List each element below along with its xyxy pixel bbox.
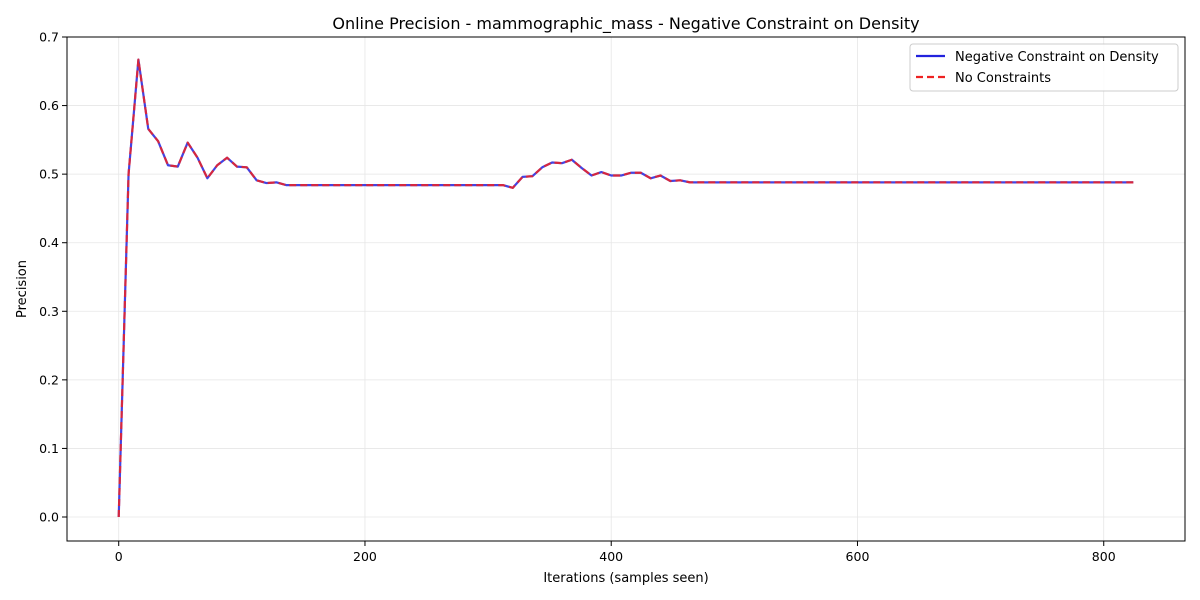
- y-axis-label: Precision: [15, 260, 30, 318]
- y-tick-label: 0.6: [39, 98, 59, 113]
- x-axis-label: Iterations (samples seen): [543, 571, 708, 586]
- chart-title: Online Precision - mammographic_mass - N…: [332, 14, 919, 34]
- legend: Negative Constraint on Density No Constr…: [909, 43, 1179, 92]
- y-tick-label: 0.3: [39, 304, 59, 319]
- x-tick-label: 600: [846, 549, 870, 564]
- legend-box: [909, 43, 1179, 92]
- y-tick-label: 0.1: [39, 441, 59, 456]
- x-tick-label: 400: [599, 549, 623, 564]
- plot-frame: [66, 36, 1186, 542]
- y-tick-label: 0.0: [39, 510, 59, 525]
- series-line-no-constraints: [117, 58, 1134, 518]
- y-tick-label: 0.4: [39, 235, 59, 250]
- x-tick-label: 800: [1092, 549, 1116, 564]
- y-axis: 0.0 0.1 0.2 0.3 0.4 0.5 0.6 0.7: [39, 30, 67, 525]
- y-tick-label: 0.7: [39, 30, 59, 45]
- x-axis: 0 200 400 600 800: [115, 541, 1116, 564]
- legend-label-negative-constraint: Negative Constraint on Density: [955, 50, 1159, 65]
- x-tick-label: 0: [115, 549, 123, 564]
- x-tick-label: 200: [353, 549, 377, 564]
- y-tick-label: 0.5: [39, 167, 59, 182]
- legend-label-no-constraints: No Constraints: [955, 71, 1051, 86]
- series-layer: [117, 58, 1134, 518]
- y-tick-label: 0.2: [39, 372, 59, 387]
